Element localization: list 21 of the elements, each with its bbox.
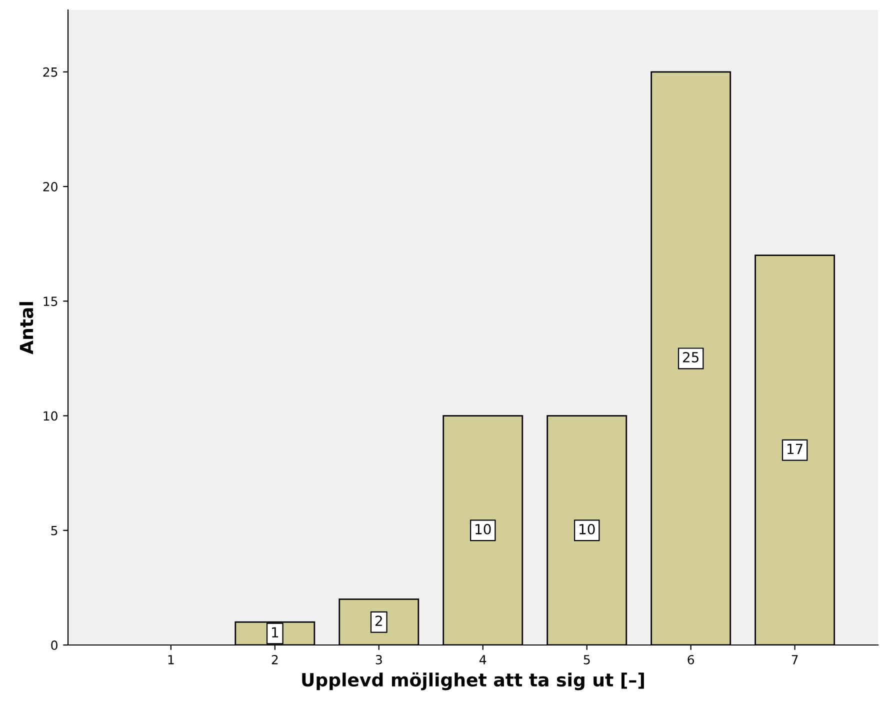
y-tick-label: 25 bbox=[43, 67, 58, 77]
data-label: 17 bbox=[788, 444, 802, 454]
y-tick-label: 15 bbox=[44, 296, 58, 306]
y-tick-label: 0 bbox=[51, 640, 58, 650]
x-tick-label: 6 bbox=[688, 654, 694, 664]
data-label: 10 bbox=[580, 524, 595, 534]
x-tick-label: 3 bbox=[376, 654, 382, 664]
data-label: 1 bbox=[272, 627, 278, 638]
data-label: 25 bbox=[683, 352, 698, 362]
y-tick-label: 20 bbox=[43, 182, 58, 192]
y-tick-label: 10 bbox=[44, 411, 58, 421]
x-tick-label: 4 bbox=[480, 655, 486, 664]
x-tick-label: 7 bbox=[792, 655, 798, 664]
x-axis-title: Upplevd möjlighet att ta sig ut [–] bbox=[302, 672, 644, 690]
x-tick-label: 5 bbox=[584, 655, 590, 664]
x-tick-label: 2 bbox=[272, 654, 278, 664]
data-label: 2 bbox=[376, 616, 382, 626]
y-axis-title: Antal bbox=[19, 302, 34, 354]
x-tick-label: 1 bbox=[168, 655, 174, 664]
y-tick-label: 5 bbox=[51, 526, 58, 536]
data-label: 10 bbox=[476, 524, 491, 534]
